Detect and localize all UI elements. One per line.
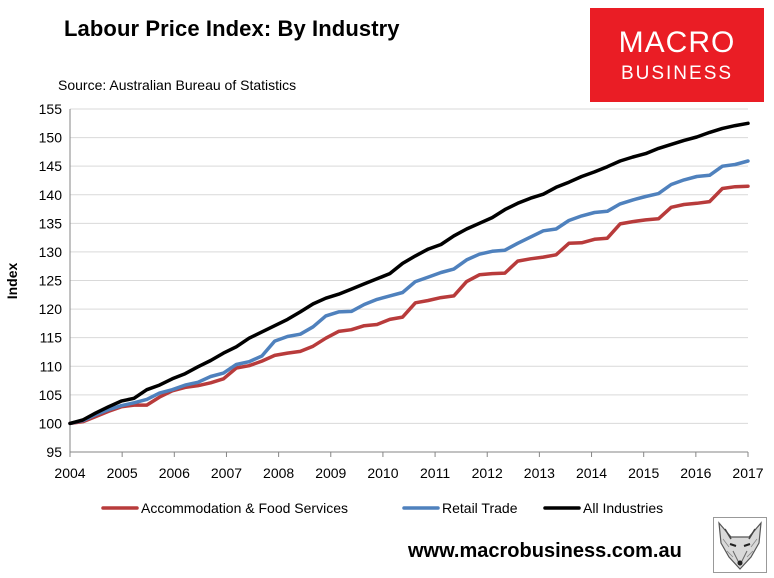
y-tick-label: 155 bbox=[39, 101, 63, 117]
y-tick-label: 135 bbox=[39, 215, 63, 231]
legend-label: Retail Trade bbox=[442, 500, 518, 516]
series-line-1 bbox=[68, 159, 750, 426]
y-axis-title: Index bbox=[4, 263, 20, 300]
x-tick-label: 2016 bbox=[680, 465, 711, 481]
x-tick-label: 2006 bbox=[159, 465, 190, 481]
series-lines bbox=[68, 121, 750, 426]
x-tick-label: 2007 bbox=[211, 465, 242, 481]
x-tick-label: 2013 bbox=[524, 465, 555, 481]
x-tick-labels: 2004 2005 2006 2007 2008 2009 2010 2011 2012 2013… bbox=[54, 452, 764, 481]
y-tick-label: 130 bbox=[39, 244, 63, 260]
y-tick-label: 95 bbox=[46, 444, 62, 460]
x-tick-label: 2008 bbox=[263, 465, 294, 481]
legend-label: Accommodation & Food Services bbox=[141, 500, 348, 516]
x-tick-label: 2017 bbox=[732, 465, 763, 481]
x-tick-label: 2005 bbox=[107, 465, 138, 481]
series-line-2 bbox=[68, 121, 750, 426]
logo-line-2: BUSINESS bbox=[620, 63, 734, 84]
x-tick-label: 2004 bbox=[54, 465, 85, 481]
y-tick-label: 115 bbox=[40, 330, 63, 346]
legend: Accommodation & Food Services Retail Trad… bbox=[101, 500, 663, 516]
footer-url: www.macrobusiness.com.au bbox=[408, 540, 682, 562]
y-tick-label: 145 bbox=[39, 158, 63, 174]
axes bbox=[69, 109, 748, 453]
x-tick-label: 2010 bbox=[367, 465, 398, 481]
legend-label: All Industries bbox=[583, 500, 663, 516]
y-tick-label: 105 bbox=[39, 387, 63, 403]
macro-business-logo: MACRO BUSINESS bbox=[590, 8, 764, 102]
x-tick-label: 2015 bbox=[628, 465, 659, 481]
source-note: Source: Australian Bureau of Statistics bbox=[58, 77, 297, 93]
chart-title: Labour Price Index: By Industry bbox=[64, 16, 400, 41]
y-tick-label: 140 bbox=[39, 187, 63, 203]
x-tick-label: 2014 bbox=[576, 465, 607, 481]
y-tick-label: 100 bbox=[39, 415, 63, 431]
fox-logo-icon bbox=[713, 517, 767, 573]
x-tick-label: 2009 bbox=[315, 465, 346, 481]
gridlines bbox=[70, 108, 748, 424]
y-tick-label: 125 bbox=[39, 273, 63, 289]
y-tick-label: 150 bbox=[39, 130, 63, 146]
y-tick-labels: 95 100 105 110 115 120 125 130 135 140 145 150 155 bbox=[39, 101, 63, 460]
x-tick-label: 2012 bbox=[472, 465, 503, 481]
x-tick-label: 2011 bbox=[420, 465, 450, 481]
logo-line-1: MACRO bbox=[618, 26, 736, 59]
y-tick-label: 110 bbox=[40, 358, 63, 374]
y-tick-label: 120 bbox=[39, 301, 63, 317]
series-line-0 bbox=[68, 184, 750, 426]
